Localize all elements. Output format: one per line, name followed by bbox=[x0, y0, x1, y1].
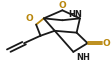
Text: O: O bbox=[103, 39, 111, 48]
Text: HN: HN bbox=[68, 10, 82, 19]
Text: O: O bbox=[25, 14, 33, 23]
Text: O: O bbox=[58, 1, 66, 10]
Text: NH: NH bbox=[77, 53, 90, 62]
